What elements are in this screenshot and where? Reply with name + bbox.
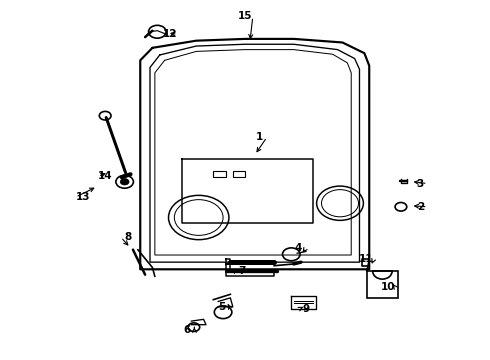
Text: 7: 7: [238, 266, 245, 276]
Text: 2: 2: [417, 202, 424, 212]
Text: 1: 1: [256, 132, 263, 142]
Text: 9: 9: [302, 304, 310, 314]
Text: 4: 4: [295, 243, 302, 253]
Bar: [233, 171, 245, 177]
Text: 5: 5: [219, 302, 226, 312]
Text: 14: 14: [98, 171, 113, 181]
Text: 15: 15: [238, 12, 253, 21]
Bar: [213, 171, 225, 177]
Text: 10: 10: [381, 282, 395, 292]
Text: 13: 13: [75, 192, 90, 202]
Text: 8: 8: [124, 232, 132, 242]
Text: 3: 3: [417, 179, 424, 189]
Text: 6: 6: [183, 325, 191, 335]
Text: 12: 12: [163, 29, 178, 39]
Bar: [367, 271, 398, 298]
Circle shape: [120, 179, 129, 185]
Text: 11: 11: [359, 254, 373, 264]
